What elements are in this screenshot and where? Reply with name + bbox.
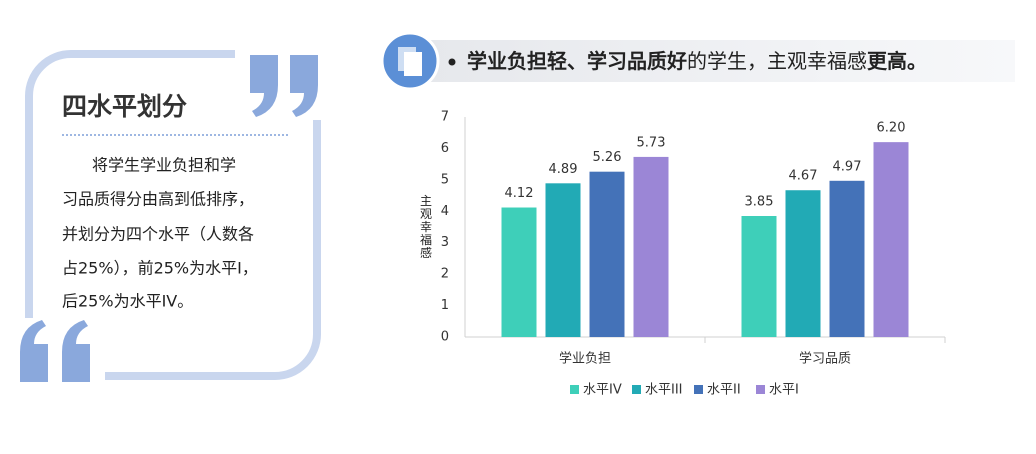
- value-label: 4.89: [549, 162, 578, 177]
- bar: [589, 171, 625, 337]
- y-tick-label: 0: [441, 330, 449, 345]
- legend-swatch: [694, 385, 703, 394]
- value-label: 4.12: [505, 186, 534, 201]
- y-tick-label: 4: [441, 204, 449, 219]
- value-label: 6.20: [877, 121, 906, 136]
- y-tick-label: 2: [441, 267, 449, 282]
- panel-text: 并划分为四个水平（人数各: [62, 225, 254, 244]
- value-label: 3.85: [745, 195, 774, 210]
- x-tick-label: 学习品质: [799, 351, 851, 367]
- bar: [829, 180, 865, 337]
- bar: [501, 207, 537, 337]
- panel-text: 将学生学业负担和学: [92, 156, 236, 175]
- header-bold: 学业负担轻、学习品质好: [467, 49, 687, 73]
- value-label: 4.67: [789, 169, 818, 184]
- bar: [633, 156, 669, 337]
- legend-swatch: [570, 385, 579, 394]
- icon-page: [404, 52, 422, 76]
- header-bold: 更高。: [867, 49, 927, 73]
- header-text: 学业负担轻、学习品质好的学生，主观幸福感更高。: [467, 49, 927, 73]
- legend-label: 水平IV: [583, 383, 622, 398]
- value-label: 4.97: [833, 159, 862, 174]
- legend-label: 水平II: [707, 383, 741, 398]
- panel-text: 后25%为水平IV。: [62, 292, 193, 311]
- legend-swatch: [756, 385, 765, 394]
- bullet: [448, 58, 456, 66]
- y-tick-label: 1: [441, 298, 449, 313]
- bar: [545, 183, 581, 337]
- legend-label: 水平III: [645, 383, 683, 398]
- legend-swatch: [632, 385, 641, 394]
- value-label: 5.73: [637, 135, 666, 150]
- y-tick-label: 6: [441, 141, 449, 156]
- legend-label: 水平I: [769, 383, 799, 398]
- panel-text: 占25%），前25%为水平I，: [62, 259, 258, 278]
- y-tick-label: 3: [441, 235, 449, 250]
- y-axis-title: 主观幸福感: [419, 194, 433, 259]
- bar: [741, 216, 777, 337]
- x-tick-label: 学业负担: [559, 351, 611, 367]
- y-tick-label: 7: [441, 110, 449, 125]
- panel-title: 四水平划分: [62, 92, 187, 121]
- bar: [873, 142, 909, 337]
- header-banner: [420, 40, 1015, 82]
- panel-frame: [25, 50, 321, 380]
- value-label: 5.26: [593, 150, 622, 165]
- quote-open: [20, 320, 90, 382]
- chart: 0 1 2 3 4 5 6 7 学业负担 学习品质 4.12 3.85 水平IV 4.89 4.67 水平II…: [441, 110, 946, 398]
- panel-text: 习品质得分由高到低排序，: [62, 190, 254, 209]
- bar: [785, 190, 821, 337]
- header-normal: 的学生，主观幸福感: [687, 49, 867, 73]
- y-tick-label: 5: [441, 172, 449, 187]
- quote-close: [250, 55, 318, 117]
